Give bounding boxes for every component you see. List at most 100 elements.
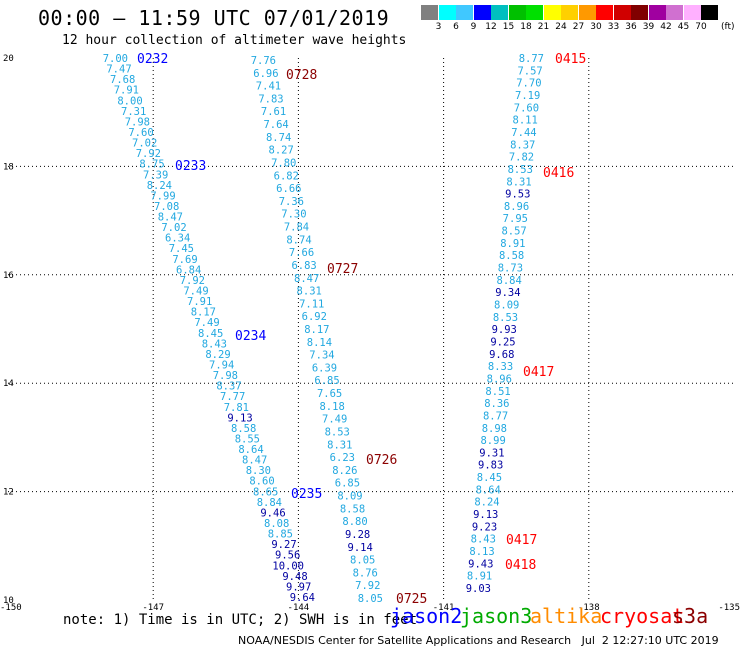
color-scale-swatch	[683, 5, 701, 20]
swh-value-label: 8.43	[471, 534, 496, 546]
pass-time-label: 0232	[137, 52, 168, 67]
swh-value-label: 7.84	[284, 222, 309, 234]
swh-value-label: 8.09	[494, 300, 519, 312]
color-scale-label: 27	[572, 22, 585, 32]
pass-time-label: 0725	[396, 592, 427, 607]
y-tick-label: 10	[3, 596, 14, 606]
pass-time-label: 0726	[366, 453, 397, 468]
swh-value-label: 8.58	[499, 250, 524, 262]
swh-value-label: 9.83	[478, 460, 503, 472]
swh-value-label: 8.96	[504, 201, 529, 213]
swh-value-label: 7.92	[180, 275, 205, 287]
altimeter-tracks: 7.007.477.687.918.007.317.987.607.027.92…	[103, 53, 544, 605]
pass-time-label: 0728	[286, 68, 317, 83]
swh-value-label: 8.43	[202, 338, 227, 350]
swh-value-label: 8.27	[269, 145, 294, 157]
y-tick-label: 16	[3, 271, 14, 281]
swh-value-label: 8.74	[286, 234, 311, 246]
swh-value-label: 8.29	[205, 349, 230, 361]
color-scale-swatch	[421, 5, 438, 20]
swh-value-label: 7.76	[251, 55, 276, 67]
color-scale-swatch	[526, 5, 543, 20]
swh-value-label: 8.57	[501, 226, 526, 238]
swh-value-label: 7.44	[511, 127, 536, 139]
color-scale-label: 6	[453, 22, 459, 32]
pass-time-label: 0417	[523, 365, 554, 380]
swh-value-label: 7.45	[169, 243, 194, 255]
swh-value-label: 8.17	[304, 324, 329, 336]
swh-value-label: 6.85	[314, 375, 339, 387]
swh-value-label: 9.48	[282, 571, 307, 583]
color-scale-swatch	[508, 5, 526, 20]
pass-time-labels: 0232 0233 0234 0235 0728 0727 0726 0725 0415 0416…	[137, 52, 586, 607]
swh-value-label: 6.96	[253, 68, 278, 80]
swh-value-label: 7.83	[258, 93, 283, 105]
swh-value-label: 8.47	[294, 273, 319, 285]
swh-value-label: 9.97	[286, 581, 311, 593]
x-tick-label: -150	[0, 603, 22, 613]
swh-value-label: 8.47	[242, 455, 267, 467]
swh-value-label: 8.53	[493, 312, 518, 324]
color-scale-swatch	[596, 5, 613, 20]
color-scale-label: 12	[485, 22, 497, 32]
swh-value-label: 7.92	[136, 148, 161, 160]
swh-value-label: 8.74	[266, 132, 291, 144]
swh-value-label: 7.99	[150, 190, 175, 202]
swh-value-label: 9.46	[260, 507, 285, 519]
swh-value-label: 9.13	[473, 509, 498, 521]
swh-value-label: 6.85	[335, 478, 360, 490]
y-tick-label: 20	[3, 54, 14, 64]
swh-value-label: 6.34	[165, 233, 190, 245]
swh-value-label: 6.82	[274, 170, 299, 182]
swh-value-label: 8.76	[353, 567, 378, 579]
swh-value-label: 7.49	[183, 286, 208, 298]
y-tick-label: 14	[3, 379, 14, 389]
color-scale-swatch	[578, 5, 596, 20]
y-tick-label: 12	[3, 488, 14, 498]
color-scale-label: 24	[555, 22, 567, 32]
swh-value-label: 9.28	[345, 529, 370, 541]
swh-value-label: 7.91	[187, 296, 212, 308]
swh-value-label: 9.03	[466, 583, 491, 595]
pass-time-label: 0417	[506, 533, 537, 548]
swh-value-label: 6.39	[312, 362, 337, 374]
color-scale-swatch	[561, 5, 578, 20]
color-scale-label: 15	[502, 22, 515, 32]
color-scale-label: 36	[625, 22, 637, 32]
swh-value-label: 8.96	[487, 373, 512, 385]
swh-value-label: 8.80	[342, 516, 367, 528]
pass-time-label: 0235	[291, 487, 322, 502]
swh-value-label: 8.64	[476, 484, 501, 496]
swh-value-label: 8.45	[477, 472, 502, 484]
color-scale-swatch	[491, 5, 508, 20]
swh-value-label: 8.26	[332, 465, 357, 477]
swh-value-label: 7.39	[143, 169, 168, 181]
swh-value-label: 9.25	[490, 336, 515, 348]
swh-value-label: 8.05	[350, 555, 375, 567]
swh-value-label: 7.69	[172, 254, 197, 266]
swh-value-label: 8.13	[469, 546, 494, 558]
swh-value-label: 8.31	[327, 439, 352, 451]
x-tick-label: -138	[578, 603, 600, 613]
swh-value-label: 8.36	[484, 398, 509, 410]
swh-value-label: 8.77	[519, 53, 544, 65]
swh-value-label: 6.84	[176, 264, 201, 276]
swh-value-label: 7.02	[132, 138, 157, 150]
swh-value-label: 8.99	[480, 435, 505, 447]
swh-value-label: 8.84	[497, 275, 522, 287]
swh-value-label: 7.11	[299, 298, 324, 310]
legend-jason2: jason2	[390, 604, 463, 628]
color-scale-swatch	[631, 5, 648, 20]
swh-value-label: 9.13	[227, 412, 252, 424]
swh-value-label: 9.56	[275, 550, 300, 562]
swh-value-label: 8.11	[513, 115, 538, 127]
swh-value-label: 8.58	[340, 503, 365, 515]
swh-value-label: 6.23	[330, 452, 355, 464]
map-axes: -150 -147 -144 -141 -138 -135 20 18 16 14 12 10	[0, 54, 740, 613]
swh-value-label: 7.60	[514, 102, 539, 114]
swh-value-label: 8.84	[257, 497, 282, 509]
legend-cryosat: cryosat	[600, 604, 685, 628]
color-scale-swatch	[648, 5, 666, 20]
swh-value-label: 8.55	[235, 433, 260, 445]
